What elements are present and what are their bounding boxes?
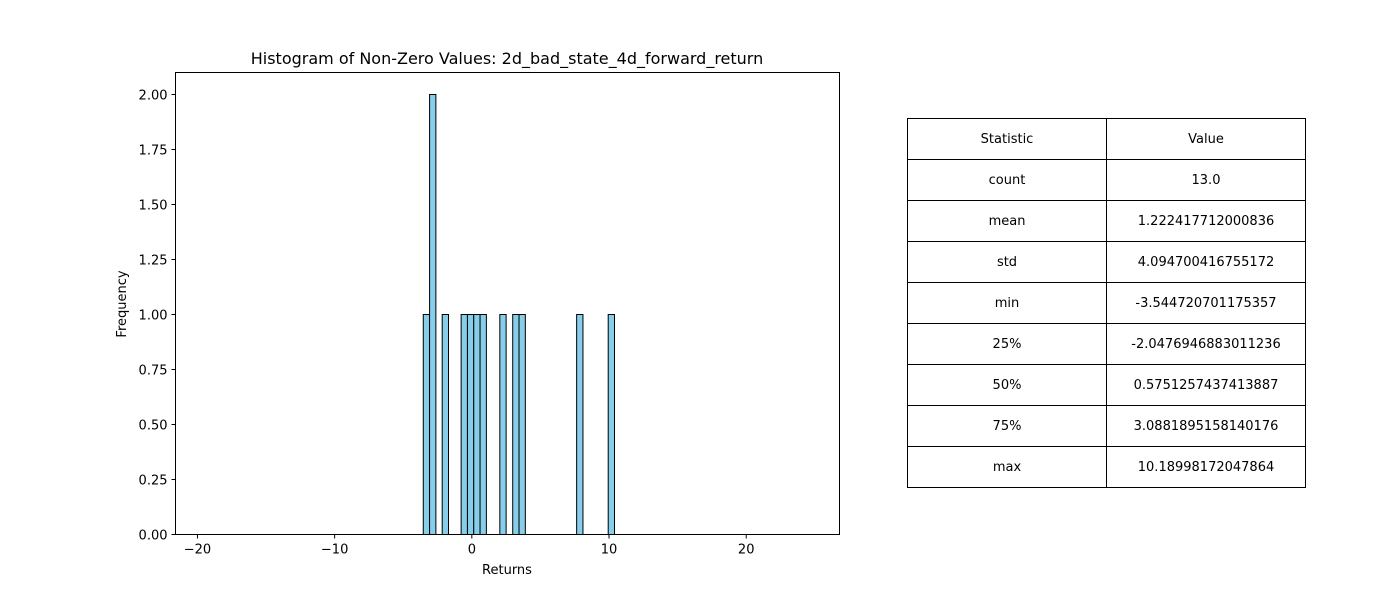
histogram-bar [576, 314, 584, 535]
x-tick-label: −20 [184, 543, 211, 558]
histogram-bar [499, 314, 507, 535]
histogram-bar [473, 314, 481, 535]
statistic-name-cell: 25% [907, 323, 1107, 365]
y-tick-label: 2.00 [139, 89, 168, 104]
table-row: max 10.18998172047864 [907, 446, 1306, 488]
y-tick-label: 0.50 [139, 419, 168, 434]
y-tick-label: 1.25 [139, 254, 168, 269]
chart-title: Histogram of Non-Zero Values: 2d_bad_sta… [251, 49, 764, 69]
table-row: 25% -2.0476946883011236 [907, 323, 1306, 365]
header-statistic: Statistic [907, 118, 1107, 160]
statistic-name-cell: 50% [907, 364, 1107, 406]
y-tick-label: 1.75 [139, 144, 168, 159]
y-tick-label: 1.50 [139, 199, 168, 214]
statistic-value-cell: 4.094700416755172 [1106, 241, 1306, 283]
plot-frame [175, 72, 840, 535]
table-row: mean 1.222417712000836 [907, 200, 1306, 242]
table-header-row: Statistic Value [907, 118, 1306, 160]
statistic-name-cell: 75% [907, 405, 1107, 447]
statistic-name-cell: std [907, 241, 1107, 283]
statistics-table-body: count 13.0 mean 1.222417712000836 std 4.09470… [907, 159, 1306, 488]
x-axis-label: Returns [482, 563, 532, 578]
y-axis-label: Frequency [115, 270, 130, 337]
y-axis-ticks: 0.00 0.25 0.50 0.75 1.00 1.25 1.50 1.75 2.00 [139, 89, 176, 544]
y-tick-label: 0.25 [139, 474, 168, 489]
histogram-bars [422, 94, 616, 535]
y-tick-label: 0.75 [139, 364, 168, 379]
table-row: 75% 3.0881895158140176 [907, 405, 1306, 447]
statistic-value-cell: 10.18998172047864 [1106, 446, 1306, 488]
histogram-bar [518, 314, 526, 535]
statistic-value-cell: -3.544720701175357 [1106, 282, 1306, 324]
histogram-bar [479, 314, 487, 535]
statistic-value-cell: 13.0 [1106, 159, 1306, 201]
x-tick-label: 10 [601, 543, 618, 558]
histogram-bar [441, 314, 450, 535]
histogram-bar [512, 314, 520, 535]
statistic-name-cell: max [907, 446, 1107, 488]
histogram-bar [429, 94, 437, 535]
y-tick-label: 0.00 [139, 529, 168, 544]
statistics-table: Statistic Value count 13.0 mean 1.222417712… [907, 118, 1306, 488]
statistic-name-cell: count [907, 159, 1107, 201]
x-tick-label: 20 [738, 543, 755, 558]
x-axis-ticks: −20 −10 0 10 20 [184, 534, 755, 558]
x-tick-label: 0 [468, 543, 476, 558]
table-row: 50% 0.5751257437413887 [907, 364, 1306, 406]
header-value: Value [1106, 118, 1306, 160]
statistic-value-cell: 3.0881895158140176 [1106, 405, 1306, 447]
table-row: std 4.094700416755172 [907, 241, 1306, 283]
statistic-value-cell: 1.222417712000836 [1106, 200, 1306, 242]
table-row: min -3.544720701175357 [907, 282, 1306, 324]
statistic-name-cell: min [907, 282, 1107, 324]
histogram-bar [422, 314, 431, 535]
histogram-bar [607, 314, 616, 535]
x-tick-label: −10 [321, 543, 348, 558]
statistic-value-cell: -2.0476946883011236 [1106, 323, 1306, 365]
statistic-value-cell: 0.5751257437413887 [1106, 364, 1306, 406]
statistic-name-cell: mean [907, 200, 1107, 242]
histogram-bar [460, 314, 468, 535]
histogram-bar [466, 314, 475, 535]
table-row: count 13.0 [907, 159, 1306, 201]
y-tick-label: 1.00 [139, 309, 168, 324]
